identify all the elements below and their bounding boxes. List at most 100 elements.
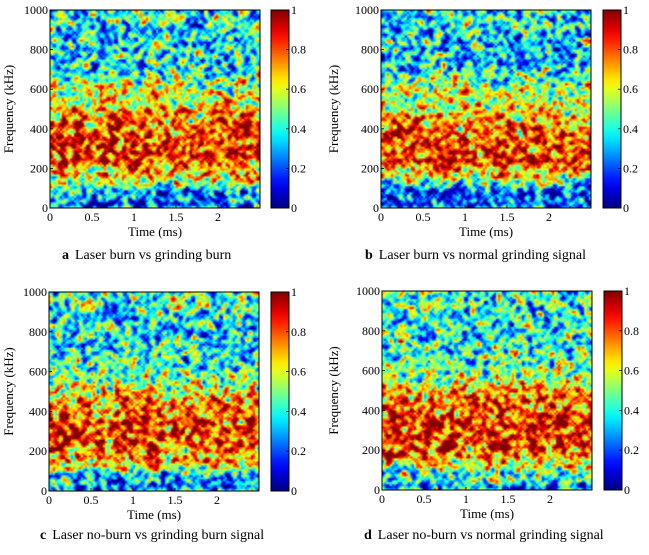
colorbar-tick-label: 0.6 (291, 365, 306, 379)
caption-letter-d: d (364, 528, 372, 543)
panel-b: 0 0.5 1 1.5 2 0 200 400 600 800 1000 Time (ms) Frequ… (325, 0, 649, 275)
x-tick-label: 1 (463, 492, 469, 506)
colorbar-tick-label: 1 (291, 3, 297, 17)
panel-d: 0 0.5 1 1.5 2 0 200 400 600 800 1000 Time (ms) Frequ… (325, 275, 649, 550)
heatmap-image (49, 292, 259, 491)
colorbar-tick-label: 0.2 (291, 444, 306, 458)
caption-c: c Laser no-burn vs grinding burn signal (40, 528, 264, 544)
caption-letter-b: b (365, 248, 373, 263)
y-tick-label: 800 (362, 324, 380, 338)
colorbar (270, 9, 290, 209)
colorbar-tick-label: 0 (623, 201, 629, 215)
colorbar-tick-label: 0.8 (291, 43, 306, 57)
x-tick-label: 0.5 (416, 210, 431, 224)
y-tick-label: 600 (30, 82, 48, 96)
x-tick-label: 2 (214, 493, 220, 507)
y-tick-label: 800 (361, 43, 379, 57)
caption-letter-a: a (62, 248, 69, 263)
colorbar (603, 290, 623, 491)
x-axis-label: Time (ms) (460, 506, 514, 521)
panel-c: 0 0.5 1 1.5 2 0 200 400 600 800 1000 Time (ms) Frequ… (0, 275, 325, 550)
x-axis-label: Time (ms) (128, 224, 182, 239)
heatmap-image (50, 10, 260, 208)
colorbar-tick-label: 0 (291, 484, 297, 498)
caption-letter-c: c (40, 528, 47, 543)
colorbar-tick-label: 1 (624, 284, 630, 298)
x-tick-label: 0.5 (84, 493, 99, 507)
y-tick-label: 1000 (355, 3, 379, 17)
x-tick-label: 2 (547, 492, 553, 506)
y-tick-label: 200 (362, 443, 380, 457)
colorbar-tick-label: 0 (624, 483, 630, 497)
y-tick-label: 0 (42, 201, 48, 215)
spectrogram-chart-a: 0 0.5 1 1.5 2 0 200 400 600 800 1000 Time (ms) Frequ… (1, 3, 306, 239)
x-axis-label: Time (ms) (459, 224, 513, 239)
x-tick-label: 1 (131, 210, 137, 224)
caption-text-a: Laser burn vs grinding burn (75, 248, 232, 263)
spectrogram-chart-d: 0 0.5 1 1.5 2 0 200 400 600 800 1000 Time (ms) Frequ… (326, 284, 639, 521)
x-tick-label: 1 (130, 493, 136, 507)
colorbar-tick-label: 0 (291, 201, 297, 215)
y-tick-label: 800 (30, 43, 48, 57)
y-tick-label: 1000 (24, 3, 48, 17)
colorbar-tick-label: 0.6 (623, 82, 638, 96)
caption-text-d: Laser no-burn vs normal grinding signal (377, 528, 604, 543)
colorbar-tick-label: 0.8 (623, 43, 638, 57)
x-tick-label: 1.5 (168, 493, 183, 507)
x-tick-label: 0 (47, 210, 53, 224)
x-tick-label: 0 (379, 492, 385, 506)
x-tick-label: 1.5 (501, 492, 516, 506)
x-tick-label: 0 (46, 493, 52, 507)
caption-a: a Laser burn vs grinding burn (62, 248, 231, 264)
caption-b: b Laser burn vs normal grinding signal (365, 248, 586, 264)
y-tick-label: 0 (41, 484, 47, 498)
y-tick-label: 0 (373, 201, 379, 215)
x-tick-label: 2 (215, 210, 221, 224)
colorbar-tick-label: 0.4 (624, 403, 639, 417)
spectrogram-chart-b: 0 0.5 1 1.5 2 0 200 400 600 800 1000 Time (ms) Frequ… (326, 3, 638, 239)
y-tick-label: 800 (29, 325, 47, 339)
x-tick-label: 0 (378, 210, 384, 224)
colorbar-tick-label: 0.2 (623, 161, 638, 175)
heatmap-image (382, 291, 592, 490)
y-tick-label: 200 (361, 161, 379, 175)
x-tick-label: 2 (546, 210, 552, 224)
y-tick-label: 400 (30, 122, 48, 136)
y-tick-label: 200 (29, 444, 47, 458)
y-tick-label: 1000 (23, 285, 47, 299)
colorbar-tick-label: 1 (291, 285, 297, 299)
colorbar-tick-label: 0.4 (291, 122, 306, 136)
plot-frame (380, 9, 592, 209)
y-axis-label: Frequency (kHz) (326, 346, 341, 434)
y-tick-label: 400 (29, 404, 47, 418)
y-axis-label: Frequency (kHz) (326, 65, 341, 153)
y-tick-label: 200 (30, 161, 48, 175)
colorbar-tick-label: 1 (623, 3, 629, 17)
x-axis-label: Time (ms) (127, 507, 181, 522)
colorbar-tick-label: 0.6 (291, 82, 306, 96)
x-tick-label: 0.5 (417, 492, 432, 506)
panel-a: 0 0.5 1 1.5 2 0 200 400 600 800 1000 Time (ms) Frequ… (0, 0, 325, 275)
colorbar-tick-label: 0.4 (291, 404, 306, 418)
colorbar-tick-label: 0.6 (624, 364, 639, 378)
y-tick-label: 400 (362, 403, 380, 417)
y-tick-label: 1000 (356, 284, 380, 298)
x-tick-label: 1.5 (500, 210, 515, 224)
colorbar (602, 9, 622, 209)
caption-text-b: Laser burn vs normal grinding signal (378, 248, 587, 263)
colorbar-tick-label: 0.8 (624, 324, 639, 338)
plot-frame (48, 291, 260, 492)
y-tick-label: 600 (362, 364, 380, 378)
y-axis-label: Frequency (kHz) (1, 65, 16, 153)
caption-d: d Laser no-burn vs normal grinding signal (364, 528, 604, 544)
colorbar-tick-label: 0.8 (291, 325, 306, 339)
colorbar (270, 291, 290, 492)
plot-frame (381, 290, 593, 491)
y-tick-label: 600 (361, 82, 379, 96)
caption-text-c: Laser no-burn vs grinding burn signal (52, 528, 265, 543)
colorbar-tick-label: 0.2 (624, 443, 639, 457)
y-axis-label: Frequency (kHz) (1, 347, 16, 435)
x-tick-label: 1 (462, 210, 468, 224)
y-tick-label: 600 (29, 365, 47, 379)
x-tick-label: 0.5 (85, 210, 100, 224)
